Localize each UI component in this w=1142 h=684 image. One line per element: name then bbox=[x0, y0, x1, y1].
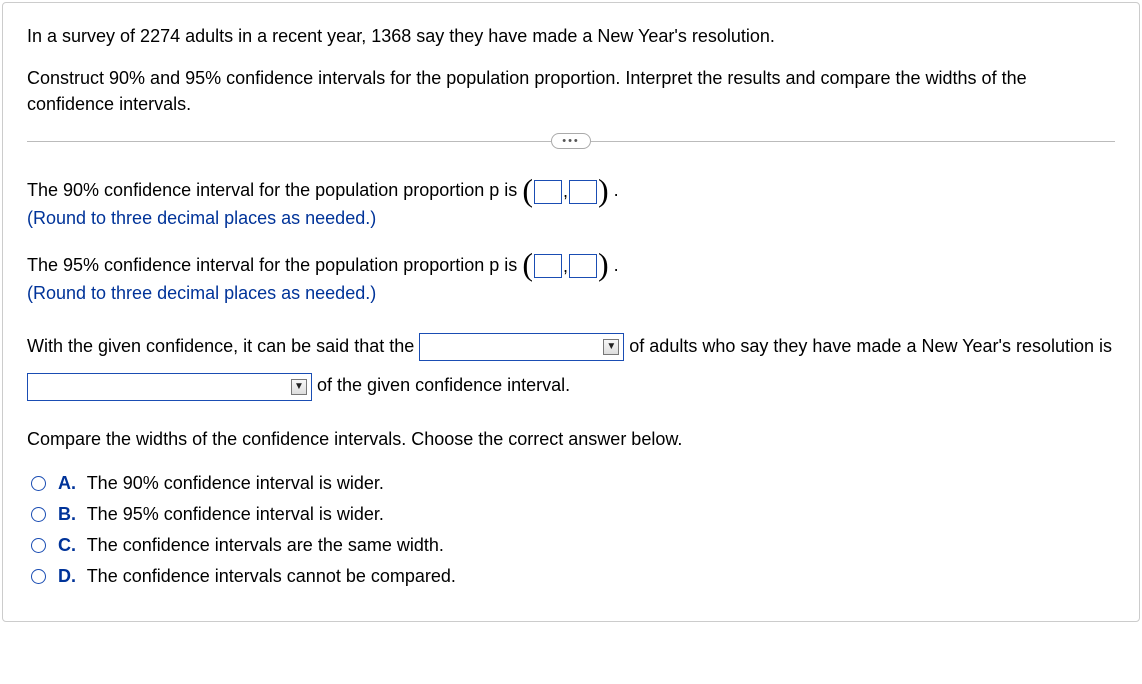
ci-95-upper-input[interactable] bbox=[569, 254, 597, 278]
option-d[interactable]: D. The confidence intervals cannot be co… bbox=[31, 566, 1115, 587]
option-d-label: D. bbox=[58, 566, 76, 586]
ci-90-upper-input[interactable] bbox=[569, 180, 597, 204]
options-group: A. The 90% confidence interval is wider.… bbox=[27, 473, 1115, 587]
option-c-text: The confidence intervals are the same wi… bbox=[87, 535, 444, 555]
option-b[interactable]: B. The 95% confidence interval is wider. bbox=[31, 504, 1115, 525]
radio-c[interactable] bbox=[31, 538, 46, 553]
interp-part3: of the given confidence interval. bbox=[317, 375, 570, 395]
interp-part2: of adults who say they have made a New Y… bbox=[629, 336, 1112, 356]
ci-90-instruction: (Round to three decimal places as needed… bbox=[27, 208, 376, 228]
expand-button[interactable]: ••• bbox=[551, 133, 591, 149]
radio-a[interactable] bbox=[31, 476, 46, 491]
divider-line-left bbox=[27, 141, 551, 142]
option-a[interactable]: A. The 90% confidence interval is wider. bbox=[31, 473, 1115, 494]
divider: ••• bbox=[27, 133, 1115, 149]
open-paren: ( bbox=[522, 254, 533, 274]
period: . bbox=[614, 180, 619, 200]
option-b-text: The 95% confidence interval is wider. bbox=[87, 504, 384, 524]
problem-line-1: In a survey of 2274 adults in a recent y… bbox=[27, 23, 1115, 49]
option-c-label: C. bbox=[58, 535, 76, 555]
interp-dropdown-1[interactable]: ▼ bbox=[419, 333, 624, 361]
interp-dropdown-2[interactable]: ▼ bbox=[27, 373, 312, 401]
option-a-label: A. bbox=[58, 473, 76, 493]
chevron-down-icon: ▼ bbox=[291, 379, 307, 395]
ci-95-instruction: (Round to three decimal places as needed… bbox=[27, 283, 376, 303]
ci-95-text: The 95% confidence interval for the popu… bbox=[27, 255, 517, 275]
close-paren: ) bbox=[598, 180, 609, 200]
ci-90-answer-group: ( , ) bbox=[522, 178, 608, 205]
divider-line-right bbox=[591, 141, 1115, 142]
problem-statement: In a survey of 2274 adults in a recent y… bbox=[27, 23, 1115, 117]
option-d-text: The confidence intervals cannot be compa… bbox=[87, 566, 456, 586]
ci-95-lower-input[interactable] bbox=[534, 254, 562, 278]
ci-90-text: The 90% confidence interval for the popu… bbox=[27, 180, 517, 200]
chevron-down-icon: ▼ bbox=[603, 339, 619, 355]
period: . bbox=[614, 255, 619, 275]
comma: , bbox=[563, 178, 568, 205]
compare-prompt: Compare the widths of the confidence int… bbox=[27, 426, 1115, 453]
interp-part1: With the given confidence, it can be sai… bbox=[27, 336, 414, 356]
close-paren: ) bbox=[598, 254, 609, 274]
ci-90-section: The 90% confidence interval for the popu… bbox=[27, 177, 1115, 232]
radio-d[interactable] bbox=[31, 569, 46, 584]
comma: , bbox=[563, 253, 568, 280]
ci-95-section: The 95% confidence interval for the popu… bbox=[27, 252, 1115, 307]
option-b-label: B. bbox=[58, 504, 76, 524]
open-paren: ( bbox=[522, 180, 533, 200]
radio-b[interactable] bbox=[31, 507, 46, 522]
problem-line-2: Construct 90% and 95% confidence interva… bbox=[27, 65, 1115, 117]
question-container: In a survey of 2274 adults in a recent y… bbox=[2, 2, 1140, 622]
interpretation-section: With the given confidence, it can be sai… bbox=[27, 327, 1115, 406]
ci-95-answer-group: ( , ) bbox=[522, 253, 608, 280]
option-c[interactable]: C. The confidence intervals are the same… bbox=[31, 535, 1115, 556]
ci-90-lower-input[interactable] bbox=[534, 180, 562, 204]
option-a-text: The 90% confidence interval is wider. bbox=[87, 473, 384, 493]
